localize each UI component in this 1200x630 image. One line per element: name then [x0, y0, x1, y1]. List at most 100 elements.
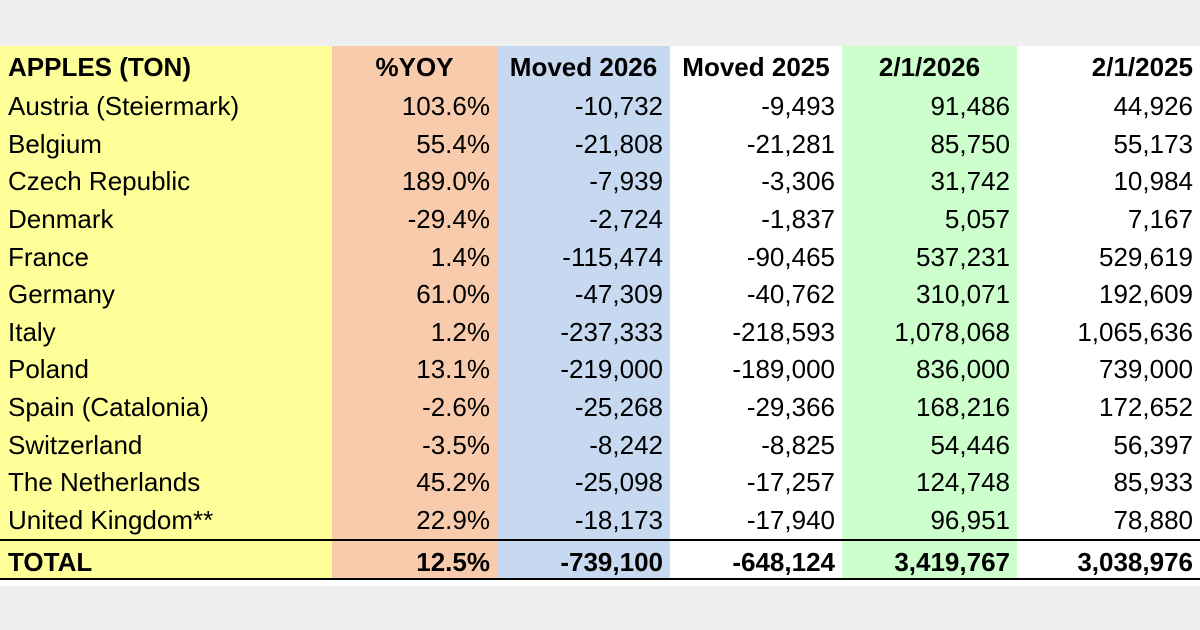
value-cell: -237,333	[560, 316, 663, 347]
value-cell: 739,000	[1099, 354, 1193, 385]
value-cell: 1.4%	[430, 241, 490, 272]
country-column-fill	[0, 46, 332, 580]
value-cell: 55.4%	[416, 128, 490, 159]
header-cell: Moved 2026	[509, 51, 658, 82]
value-cell: -8,242	[589, 429, 663, 460]
value-cell: 310,071	[916, 279, 1010, 310]
value-cell: -219,000	[560, 354, 663, 385]
table-row: Spain (Catalonia) -2.6% -25,268 -29,366 168,…	[0, 389, 1200, 427]
value-cell: -18,173	[574, 504, 663, 535]
table-row: Italy 1.2% -237,333 -218,593 1,078,068 1,065,…	[0, 314, 1200, 352]
value-cell: 61.0%	[416, 279, 490, 310]
header-cell: 2/1/2025	[1091, 51, 1193, 82]
country-cell: France	[8, 241, 89, 272]
value-cell: 1,078,068	[894, 316, 1010, 347]
value-cell: 56,397	[1113, 429, 1193, 460]
table-row: Czech Republic 189.0% -7,939 -3,306 31,742 10…	[0, 163, 1200, 201]
yoy-column-fill	[332, 46, 497, 580]
country-cell: Austria (Steiermark)	[8, 91, 240, 122]
value-cell: 103.6%	[401, 91, 490, 122]
value-cell: 5,057	[944, 204, 1010, 235]
table-row: Austria (Steiermark) 103.6% -10,732 -9,493 9…	[0, 88, 1200, 126]
value-cell: 124,748	[916, 467, 1010, 498]
value-cell: -17,257	[746, 467, 835, 498]
value-cell: 55,173	[1113, 128, 1193, 159]
header-cell: Moved 2025	[682, 51, 830, 82]
country-cell: The Netherlands	[8, 467, 201, 498]
value-cell: -29,366	[746, 392, 835, 423]
value-cell: 44,926	[1113, 91, 1193, 122]
value-cell: -25,098	[574, 467, 663, 498]
moved-2026-column-fill	[497, 46, 670, 580]
table-row: Germany 61.0% -47,309 -40,762 310,071 192,609	[0, 276, 1200, 314]
value-cell: 78,880	[1113, 504, 1193, 535]
value-cell: 1,065,636	[1077, 316, 1193, 347]
header-row: APPLES (TON) %YOY Moved 2026 Moved 2025 …	[0, 46, 1200, 88]
value-cell: 7,167	[1127, 204, 1193, 235]
country-cell: Poland	[8, 354, 89, 385]
value-cell: 31,742	[930, 166, 1010, 197]
total-row: TOTAL 12.5% -739,100 -648,124 3,419,767 …	[0, 540, 1200, 583]
total-cell: 3,419,767	[894, 546, 1010, 577]
table-row: Belgium 55.4% -21,808 -21,281 85,750 55,173	[0, 126, 1200, 164]
header-cell: %YOY	[375, 51, 454, 82]
total-cell: 12.5%	[416, 546, 490, 577]
value-cell: 189.0%	[401, 166, 490, 197]
value-cell: 529,619	[1099, 241, 1193, 272]
value-cell: -1,837	[761, 204, 835, 235]
value-cell: -2.6%	[422, 392, 490, 423]
table-row: The Netherlands 45.2% -25,098 -17,257 124,74…	[0, 464, 1200, 502]
country-cell: Belgium	[8, 128, 102, 159]
value-cell: -3.5%	[422, 429, 490, 460]
value-cell: 168,216	[916, 392, 1010, 423]
country-cell: Denmark	[8, 204, 114, 235]
table-row: Switzerland -3.5% -8,242 -8,825 54,446 56,397	[0, 426, 1200, 464]
country-cell: Switzerland	[8, 429, 143, 460]
table-bottom-border	[0, 578, 1200, 580]
country-cell: Spain (Catalonia)	[8, 392, 209, 423]
header-cell: 2/1/2026	[878, 51, 981, 82]
value-cell: -29.4%	[407, 204, 490, 235]
stock-2025-column-fill	[1017, 46, 1200, 580]
stock-2026-column-fill	[842, 46, 1017, 580]
value-cell: -10,732	[574, 91, 663, 122]
table-row: Poland 13.1% -219,000 -189,000 836,000 739,00…	[0, 351, 1200, 389]
value-cell: -90,465	[746, 241, 835, 272]
table-row: France 1.4% -115,474 -90,465 537,231 529,619	[0, 238, 1200, 276]
value-cell: -218,593	[732, 316, 835, 347]
value-cell: 192,609	[1099, 279, 1193, 310]
value-cell: -8,825	[761, 429, 835, 460]
value-cell: 85,750	[930, 128, 1010, 159]
value-cell: 54,446	[930, 429, 1010, 460]
value-cell: -3,306	[761, 166, 835, 197]
value-cell: 91,486	[930, 91, 1010, 122]
country-cell: Czech Republic	[8, 166, 191, 197]
country-cell: Italy	[8, 316, 56, 347]
value-cell: 537,231	[916, 241, 1010, 272]
value-cell: 22.9%	[416, 504, 490, 535]
value-cell: -21,281	[746, 128, 835, 159]
value-cell: 836,000	[916, 354, 1010, 385]
value-cell: 172,652	[1099, 392, 1193, 423]
value-cell: 96,951	[930, 504, 1010, 535]
value-cell: -40,762	[746, 279, 835, 310]
value-cell: 45.2%	[416, 467, 490, 498]
total-cell: -739,100	[560, 546, 663, 577]
value-cell: -2,724	[589, 204, 663, 235]
country-cell: United Kingdom**	[8, 504, 214, 535]
value-cell: 85,933	[1113, 467, 1193, 498]
country-cell: Germany	[8, 279, 115, 310]
header-cell: APPLES (TON)	[8, 51, 191, 82]
value-cell: -189,000	[732, 354, 835, 385]
value-cell: -21,808	[574, 128, 663, 159]
spreadsheet-table-container: APPLES (TON) %YOY Moved 2026 Moved 2025 …	[0, 46, 1200, 586]
total-cell: 3,038,976	[1077, 546, 1193, 577]
value-cell: 13.1%	[416, 354, 490, 385]
apples-stock-table: APPLES (TON) %YOY Moved 2026 Moved 2025 …	[0, 46, 1200, 583]
value-cell: -7,939	[589, 166, 663, 197]
total-cell: -648,124	[732, 546, 835, 577]
value-cell: -47,309	[574, 279, 663, 310]
total-cell: TOTAL	[8, 546, 93, 577]
value-cell: -9,493	[761, 91, 835, 122]
table-row: Denmark -29.4% -2,724 -1,837 5,057 7,167	[0, 201, 1200, 239]
